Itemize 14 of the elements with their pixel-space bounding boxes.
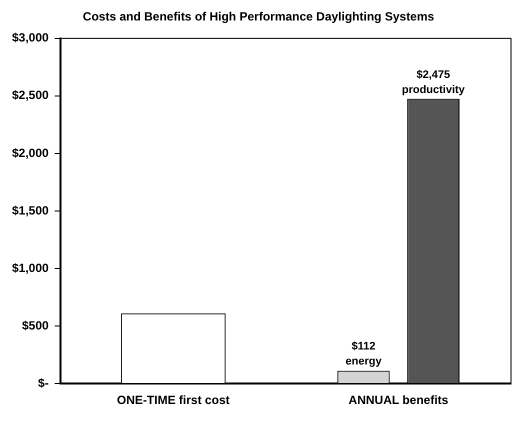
y-tick-label: $2,000 (12, 146, 50, 160)
y-tick-label: $1,000 (12, 260, 50, 275)
y-tick-label: $500 (22, 318, 50, 332)
series-label: productivity (402, 84, 466, 96)
x-tick-label: ONE-TIME first cost (116, 393, 230, 408)
y-tick-label: $1,500 (12, 203, 50, 218)
chart-title: Costs and Benefits of High Performance Daylighting Systems (82, 10, 435, 24)
series-label: energy (345, 356, 382, 368)
y-tick-label: $2,500 (12, 88, 50, 102)
data-label: $2,475 (416, 68, 450, 81)
y-tick-label: $- (38, 376, 49, 390)
y-tick-label: $3,000 (12, 30, 50, 45)
x-tick-label: ANNUAL benefits (348, 393, 449, 408)
data-label: $112 (352, 340, 376, 353)
